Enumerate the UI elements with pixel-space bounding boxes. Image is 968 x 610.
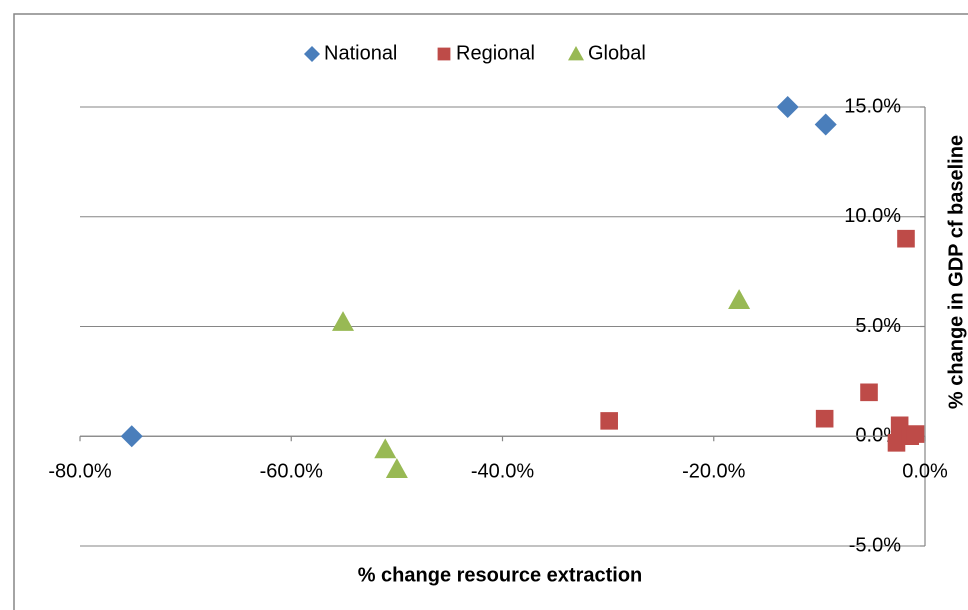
point [120, 425, 143, 448]
x-axis-title: % change resource extraction [358, 564, 643, 586]
y-axis-title: % change in GDP cf baseline [945, 135, 967, 409]
y-tick-label: -5.0% [849, 534, 901, 556]
point [385, 458, 408, 478]
point [332, 311, 355, 331]
point [728, 289, 751, 309]
point [897, 229, 915, 248]
point [776, 96, 799, 118]
x-tick-label: -20.0% [682, 461, 746, 483]
y-tick-label: 15.0% [844, 95, 901, 117]
chart-frame [13, 13, 968, 610]
point [814, 113, 837, 136]
point [374, 438, 397, 459]
legend-marker [568, 46, 584, 61]
y-tick-label: 5.0% [855, 315, 901, 337]
point [815, 409, 834, 428]
legend-label: Global [588, 42, 646, 64]
x-tick-label: -80.0% [48, 461, 112, 483]
legend-label: National [324, 42, 397, 64]
x-tick-label: 0.0% [902, 461, 948, 483]
y-tick-label: 10.0% [844, 205, 901, 227]
legend: National Regional Global [304, 42, 646, 64]
legend-label: Regional [456, 42, 535, 64]
point [906, 425, 925, 443]
legend-marker [304, 46, 320, 62]
point [600, 412, 618, 430]
point [887, 434, 906, 452]
x-tick-label: -60.0% [260, 461, 324, 483]
x-tick-label: -40.0% [471, 461, 535, 483]
point [860, 383, 878, 402]
legend-marker [437, 47, 451, 61]
